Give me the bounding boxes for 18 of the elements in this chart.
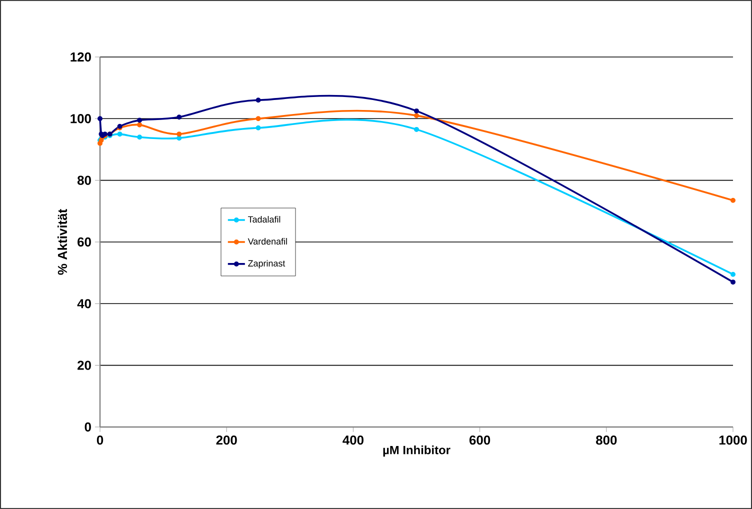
- x-tick-label: 200: [216, 436, 237, 445]
- x-tick-label: 0: [96, 436, 104, 445]
- y-tick-label: 60: [78, 237, 91, 247]
- y-tick-label: 120: [70, 52, 91, 62]
- legend-label: Tadalafil: [248, 216, 280, 223]
- y-tick-label: 40: [77, 299, 91, 308]
- x-axis-title: µM Inhibitor: [383, 446, 450, 457]
- legend-label: Zaprinast: [248, 260, 286, 268]
- y-tick-label: 80: [77, 176, 91, 185]
- x-tick-label: 600: [469, 436, 490, 445]
- x-tick-label: 1000: [719, 436, 747, 445]
- y-axis-title: % Aktivität: [58, 209, 68, 275]
- x-tick-label: 800: [596, 436, 617, 445]
- x-tick-label: 400: [342, 436, 364, 445]
- y-tick-label: 100: [70, 114, 91, 124]
- y-tick-label: 0: [84, 422, 91, 432]
- y-tick-label: 20: [78, 360, 91, 370]
- legend-label: Vardenafil: [248, 238, 287, 245]
